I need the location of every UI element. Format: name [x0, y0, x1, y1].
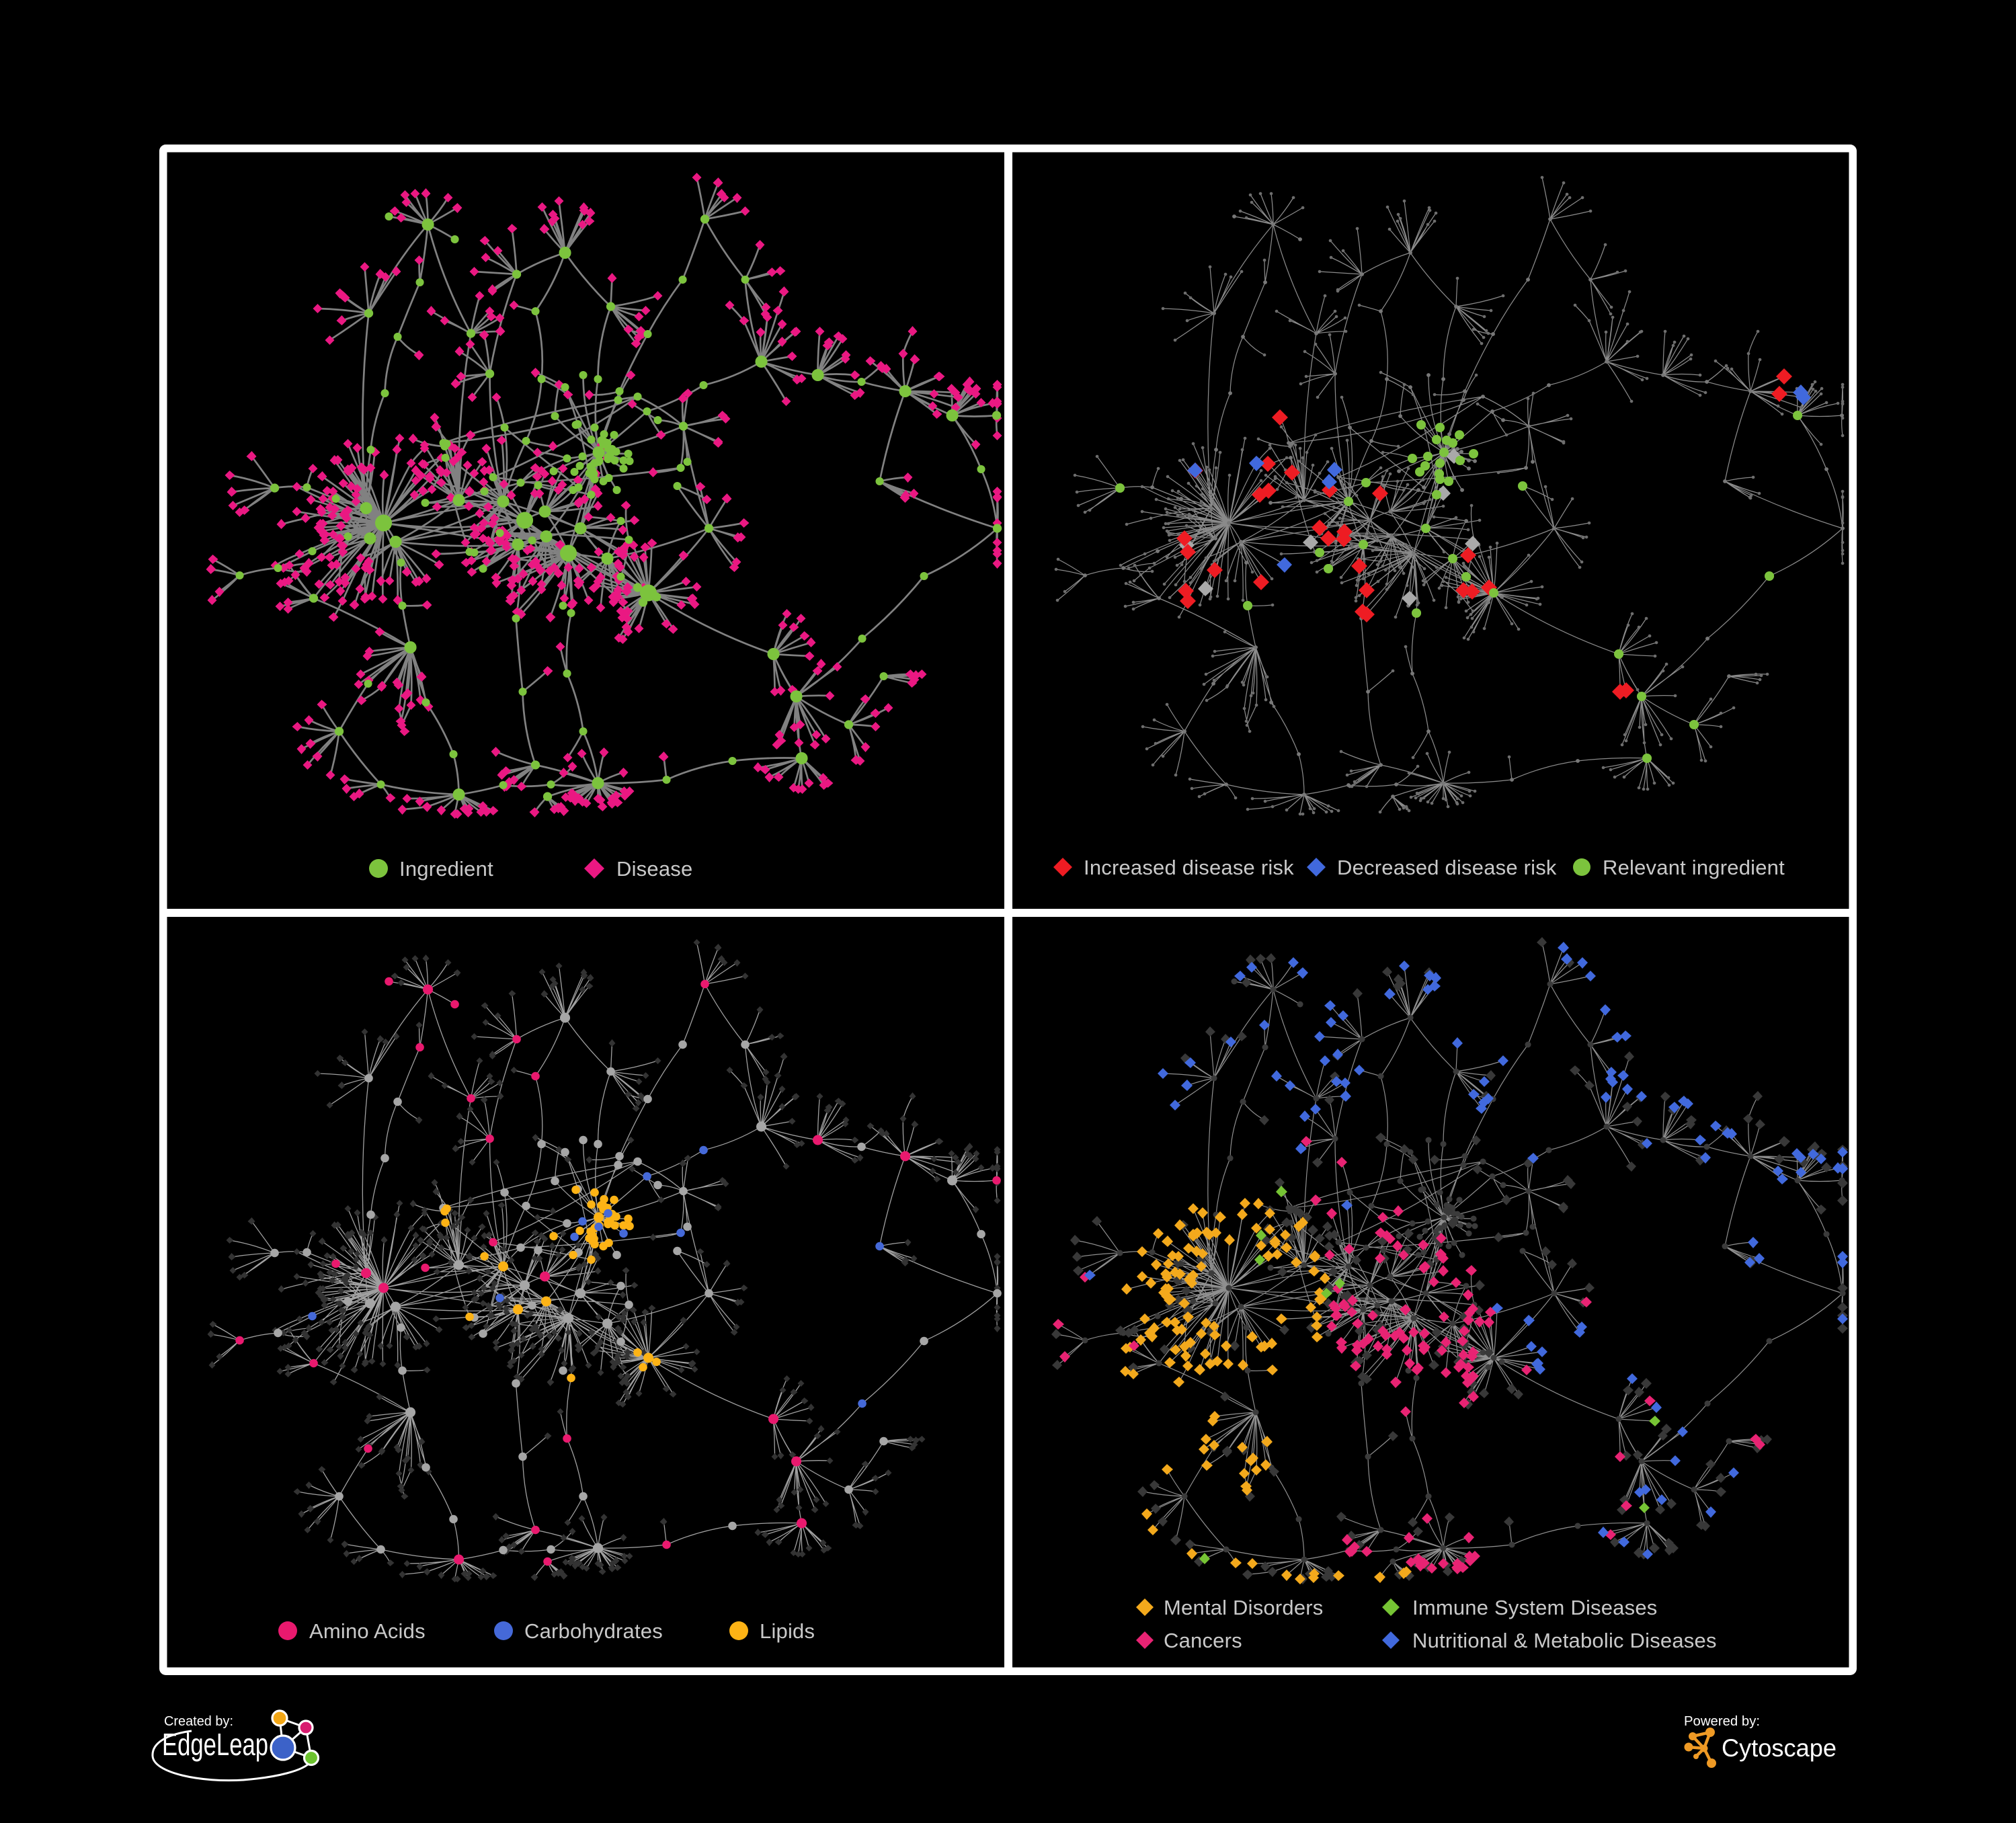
svg-text:Lipids: Lipids — [760, 1619, 815, 1643]
svg-text:Powered by:: Powered by: — [1684, 1714, 1760, 1729]
svg-text:Mental Disorders: Mental Disorders — [1164, 1596, 1324, 1619]
svg-text:Amino Acids: Amino Acids — [309, 1619, 426, 1643]
svg-text:Cytoscape: Cytoscape — [1722, 1734, 1837, 1762]
svg-text:Ingredient: Ingredient — [399, 857, 493, 881]
svg-text:Created by:: Created by: — [164, 1714, 233, 1729]
svg-text:Nutritional & Metabolic Diseas: Nutritional & Metabolic Diseases — [1412, 1629, 1717, 1652]
svg-text:Increased disease risk: Increased disease risk — [1084, 856, 1294, 879]
svg-text:Disease: Disease — [616, 857, 692, 881]
svg-text:Immune System Diseases: Immune System Diseases — [1412, 1596, 1657, 1619]
svg-text:Carbohydrates: Carbohydrates — [524, 1619, 663, 1643]
svg-text:EdgeLeap: EdgeLeap — [162, 1727, 268, 1762]
svg-text:Cancers: Cancers — [1164, 1629, 1242, 1652]
svg-text:Decreased disease risk: Decreased disease risk — [1337, 856, 1557, 879]
svg-text:Relevant ingredient: Relevant ingredient — [1603, 856, 1785, 879]
